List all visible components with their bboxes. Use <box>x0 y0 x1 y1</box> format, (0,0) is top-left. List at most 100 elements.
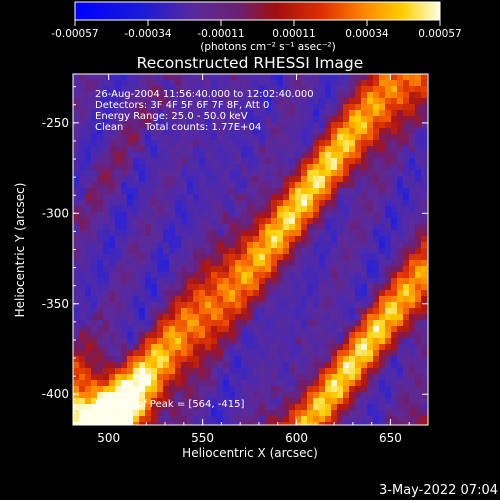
heatmap-pixel <box>241 80 247 86</box>
heatmap-pixel <box>163 164 169 170</box>
heatmap-pixel <box>403 314 409 320</box>
heatmap-pixel <box>205 404 211 410</box>
heatmap-pixel <box>331 140 337 146</box>
heatmap-pixel <box>223 386 229 392</box>
heatmap-pixel <box>295 146 301 152</box>
heatmap-pixel <box>139 308 145 314</box>
heatmap-pixel <box>385 176 391 182</box>
heatmap-pixel <box>373 302 379 308</box>
heatmap-pixel <box>391 146 397 152</box>
heatmap-pixel <box>199 386 205 392</box>
heatmap-pixel <box>421 302 427 308</box>
heatmap-pixel <box>199 344 205 350</box>
heatmap-pixel <box>145 116 151 122</box>
heatmap-pixel <box>307 290 313 296</box>
heatmap-pixel <box>379 230 385 236</box>
heatmap-pixel <box>103 122 109 128</box>
heatmap-pixel <box>373 236 379 242</box>
heatmap-pixel <box>193 392 199 398</box>
heatmap-pixel <box>133 296 139 302</box>
heatmap-pixel <box>85 368 91 374</box>
heatmap-pixel <box>181 248 187 254</box>
heatmap-pixel <box>379 398 385 404</box>
heatmap-pixel <box>265 182 271 188</box>
heatmap-pixel <box>217 134 223 140</box>
heatmap-pixel <box>373 194 379 200</box>
heatmap-pixel <box>163 350 169 356</box>
heatmap-pixel <box>79 122 85 128</box>
heatmap-pixel <box>331 236 337 242</box>
heatmap-pixel <box>247 122 253 128</box>
heatmap-pixel <box>145 296 151 302</box>
heatmap-pixel <box>331 368 337 374</box>
heatmap-pixel <box>361 362 367 368</box>
heatmap-pixel <box>397 266 403 272</box>
heatmap-pixel <box>127 308 133 314</box>
heatmap-pixel <box>163 290 169 296</box>
heatmap-pixel <box>139 278 145 284</box>
heatmap-pixel <box>175 242 181 248</box>
heatmap-pixel <box>343 260 349 266</box>
heatmap-pixel <box>301 350 307 356</box>
heatmap-pixel <box>115 296 121 302</box>
heatmap-pixel <box>121 92 127 98</box>
heatmap-pixel <box>307 212 313 218</box>
heatmap-pixel <box>409 314 415 320</box>
heatmap-pixel <box>175 212 181 218</box>
heatmap-pixel <box>349 200 355 206</box>
heatmap-pixel <box>307 194 313 200</box>
heatmap-pixel <box>349 386 355 392</box>
heatmap-pixel <box>265 122 271 128</box>
heatmap-pixel <box>295 236 301 242</box>
heatmap-pixel <box>349 416 355 422</box>
heatmap-pixel <box>211 200 217 206</box>
heatmap-pixel <box>313 80 319 86</box>
heatmap-pixel <box>403 230 409 236</box>
heatmap-pixel <box>157 386 163 392</box>
heatmap-pixel <box>361 404 367 410</box>
heatmap-pixel <box>133 266 139 272</box>
heatmap-pixel <box>199 326 205 332</box>
heatmap-pixel <box>325 236 331 242</box>
heatmap-pixel <box>385 260 391 266</box>
heatmap-pixel <box>109 134 115 140</box>
heatmap-pixel <box>223 314 229 320</box>
heatmap-pixel <box>409 146 415 152</box>
heatmap-pixel <box>199 266 205 272</box>
heatmap-pixel <box>103 110 109 116</box>
heatmap-pixel <box>169 212 175 218</box>
heatmap-pixel <box>295 122 301 128</box>
heatmap-pixel <box>397 176 403 182</box>
heatmap-pixel <box>163 356 169 362</box>
heatmap-pixel <box>403 416 409 422</box>
heatmap-pixel <box>385 98 391 104</box>
heatmap-pixel <box>283 362 289 368</box>
heatmap-pixel <box>145 386 151 392</box>
heatmap-pixel <box>199 302 205 308</box>
heatmap-pixel <box>307 374 313 380</box>
heatmap-pixel <box>289 92 295 98</box>
heatmap-pixel <box>229 350 235 356</box>
heatmap-pixel <box>115 206 121 212</box>
heatmap-pixel <box>145 392 151 398</box>
heatmap-pixel <box>97 134 103 140</box>
heatmap-pixel <box>91 170 97 176</box>
heatmap-pixel <box>199 86 205 92</box>
heatmap-pixel <box>379 206 385 212</box>
heatmap-pixel <box>223 188 229 194</box>
heatmap-pixel <box>103 74 109 80</box>
heatmap-pixel <box>97 158 103 164</box>
heatmap-pixel <box>331 242 337 248</box>
heatmap-pixel <box>283 140 289 146</box>
heatmap-pixel <box>133 92 139 98</box>
heatmap-pixel <box>121 206 127 212</box>
heatmap-pixel <box>205 356 211 362</box>
heatmap-pixel <box>355 374 361 380</box>
heatmap-pixel <box>181 182 187 188</box>
heatmap-pixel <box>391 272 397 278</box>
heatmap-pixel <box>337 356 343 362</box>
heatmap-pixel <box>85 266 91 272</box>
heatmap-pixel <box>253 188 259 194</box>
heatmap-pixel <box>157 224 163 230</box>
heatmap-pixel <box>217 320 223 326</box>
